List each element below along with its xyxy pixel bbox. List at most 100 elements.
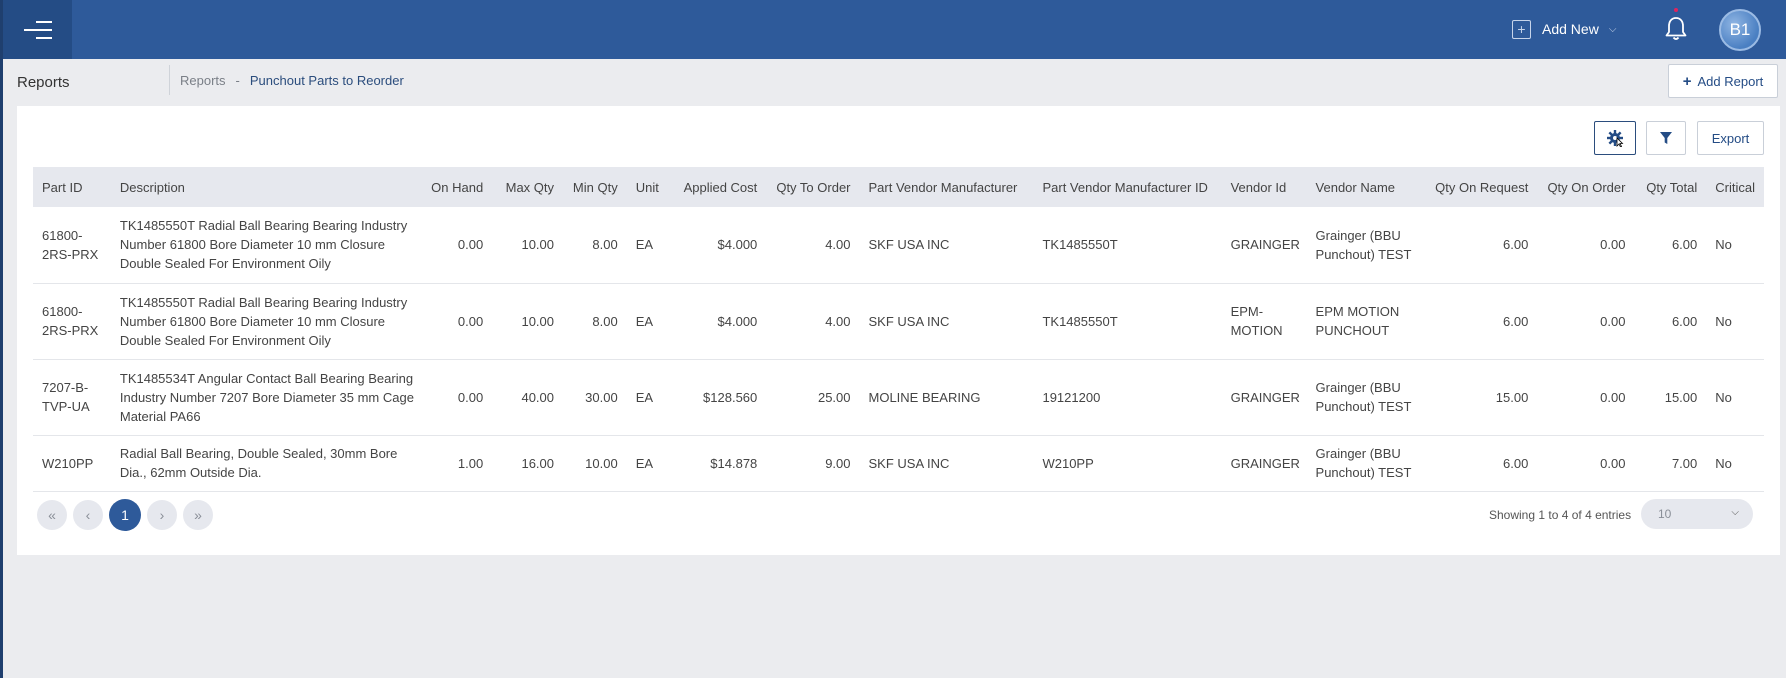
col-qty-on-order[interactable]: Qty On Order — [1547, 179, 1626, 195]
report-table: Part ID Description On Hand Max Qty Min … — [33, 167, 1764, 492]
add-report-button[interactable]: + Add Report — [1668, 64, 1778, 98]
cell-max-qty: 16.00 — [492, 435, 564, 492]
cell-manufacturer-id: TK1485550T — [1033, 283, 1222, 360]
cell-manufacturer: SKF USA INC — [859, 283, 1034, 360]
pagination: « ‹ 1 › » — [37, 499, 219, 531]
col-qty-total[interactable]: Qty Total — [1646, 179, 1698, 195]
col-unit[interactable]: Unit — [635, 179, 659, 195]
first-page-button[interactable]: « — [37, 500, 67, 530]
cell-unit: EA — [626, 207, 671, 284]
plus-icon: + — [1682, 72, 1692, 90]
export-button[interactable]: Export — [1697, 121, 1764, 155]
cell-on-hand: 0.00 — [421, 207, 493, 284]
cell-unit: EA — [626, 435, 671, 492]
page-size-value: 10 — [1658, 507, 1672, 521]
cell-vendor-id: EPM- MOTION — [1221, 283, 1307, 360]
col-part-vendor-manufacturer-id[interactable]: Part Vendor Manufacturer ID — [1042, 179, 1208, 195]
col-part-vendor-manufacturer[interactable]: Part Vendor Manufacturer — [868, 179, 1018, 195]
add-new-label: Add New — [1542, 21, 1599, 37]
cell-vendor-name: Grainger (BBU Punchout) TEST — [1306, 359, 1425, 436]
col-critical[interactable]: Critical — [1715, 179, 1755, 195]
column-settings-button[interactable] — [1594, 121, 1636, 155]
hamburger-menu-button[interactable] — [3, 0, 72, 59]
cell-min-qty: 8.00 — [563, 207, 627, 284]
cell-qty-to-order: 9.00 — [766, 435, 860, 492]
cell-applied-cost: $4.000 — [670, 283, 767, 360]
breadcrumb-reports-link[interactable]: Reports — [180, 72, 226, 88]
cell-part-id: 61800- 2RS-PRX — [33, 207, 111, 284]
table-row[interactable]: 61800- 2RS-PRX TK1485550T Radial Ball Bea… — [33, 207, 1764, 284]
cell-qty-total: 6.00 — [1634, 283, 1707, 360]
col-vendor-name[interactable]: Vendor Name — [1315, 179, 1396, 195]
cell-manufacturer: SKF USA INC — [859, 207, 1034, 284]
cell-max-qty: 40.00 — [492, 359, 564, 436]
col-min-qty[interactable]: Min Qty — [572, 179, 618, 195]
table-header-row: Part ID Description On Hand Max Qty Min … — [33, 167, 1764, 207]
double-chevron-right-icon: » — [194, 507, 202, 523]
cell-vendor-id: GRAINGER — [1221, 359, 1307, 436]
table-row[interactable]: 61800- 2RS-PRX TK1485550T Radial Ball Bea… — [33, 283, 1764, 360]
cell-min-qty: 30.00 — [563, 359, 627, 436]
cell-qty-to-order: 4.00 — [766, 283, 860, 360]
cell-description: TK1485550T Radial Ball Bearing Bearing I… — [110, 207, 422, 284]
col-qty-on-request[interactable]: Qty On Request — [1435, 179, 1529, 195]
col-applied-cost[interactable]: Applied Cost — [683, 179, 758, 195]
cell-manufacturer-id: W210PP — [1033, 435, 1222, 492]
cell-manufacturer-id: 19121200 — [1033, 359, 1222, 436]
next-page-button[interactable]: › — [147, 500, 177, 530]
double-chevron-left-icon: « — [48, 507, 56, 523]
cell-qty-on-order: 0.00 — [1537, 435, 1635, 492]
page-size-select[interactable]: 10 ⌵ — [1641, 499, 1753, 529]
cell-max-qty: 10.00 — [492, 207, 564, 284]
cell-manufacturer: MOLINE BEARING — [859, 359, 1034, 436]
table-row[interactable]: 7207-B- TVP-UA TK1485534T Angular Contact… — [33, 359, 1764, 436]
cell-vendor-id: GRAINGER — [1221, 435, 1307, 492]
col-qty-to-order[interactable]: Qty To Order — [776, 179, 851, 195]
col-part-id[interactable]: Part ID — [42, 179, 83, 195]
cell-qty-on-order: 0.00 — [1537, 207, 1635, 284]
page-button-current[interactable]: 1 — [109, 499, 141, 531]
cell-qty-on-order: 0.00 — [1537, 359, 1635, 436]
chevron-right-icon: › — [159, 507, 165, 523]
col-vendor-id[interactable]: Vendor Id — [1230, 179, 1287, 195]
cell-on-hand: 1.00 — [421, 435, 493, 492]
chevron-down-icon: ⌵ — [1731, 507, 1739, 518]
cell-on-hand: 0.00 — [421, 359, 493, 436]
cell-max-qty: 10.00 — [492, 283, 564, 360]
cell-part-id: 61800- 2RS-PRX — [33, 283, 111, 360]
cell-unit: EA — [626, 283, 671, 360]
cell-critical: No — [1706, 283, 1764, 360]
prev-page-button[interactable]: ‹ — [73, 500, 103, 530]
add-box-icon: + — [1512, 19, 1531, 39]
user-avatar[interactable]: B1 — [1719, 9, 1761, 51]
cell-qty-on-request: 6.00 — [1424, 283, 1538, 360]
cell-description: Radial Ball Bearing, Double Sealed, 30mm… — [110, 435, 422, 492]
col-description[interactable]: Description — [119, 179, 185, 195]
cell-manufacturer-id: TK1485550T — [1033, 207, 1222, 284]
table-row[interactable]: W210PP Radial Ball Bearing, Double Sealed… — [33, 435, 1764, 492]
page-title: Reports — [17, 74, 70, 91]
add-new-dropdown[interactable]: + Add New ⌵ — [1512, 17, 1616, 41]
cell-applied-cost: $128.560 — [670, 359, 767, 436]
cell-qty-on-request: 6.00 — [1424, 207, 1538, 284]
cell-manufacturer: SKF USA INC — [859, 435, 1034, 492]
filter-button[interactable] — [1646, 121, 1686, 155]
cell-critical: No — [1706, 435, 1764, 492]
cell-vendor-name: Grainger (BBU Punchout) TEST — [1306, 207, 1425, 284]
notifications-button[interactable] — [1663, 8, 1689, 43]
cell-min-qty: 10.00 — [563, 435, 627, 492]
notification-dot — [1674, 8, 1678, 12]
cell-applied-cost: $4.000 — [670, 207, 767, 284]
avatar-initials: B1 — [1729, 20, 1751, 39]
col-on-hand[interactable]: On Hand — [431, 179, 484, 195]
col-max-qty[interactable]: Max Qty — [505, 179, 555, 195]
cell-vendor-name: Grainger (BBU Punchout) TEST — [1306, 435, 1425, 492]
cell-on-hand: 0.00 — [421, 283, 493, 360]
filter-icon — [1660, 132, 1672, 144]
cell-part-id: W210PP — [33, 435, 111, 492]
last-page-button[interactable]: » — [183, 500, 213, 530]
cell-vendor-name: EPM MOTION PUNCHOUT — [1306, 283, 1425, 360]
cell-description: TK1485534T Angular Contact Ball Bearing … — [110, 359, 422, 436]
bell-icon — [1665, 17, 1687, 40]
cell-vendor-id: GRAINGER — [1221, 207, 1307, 284]
